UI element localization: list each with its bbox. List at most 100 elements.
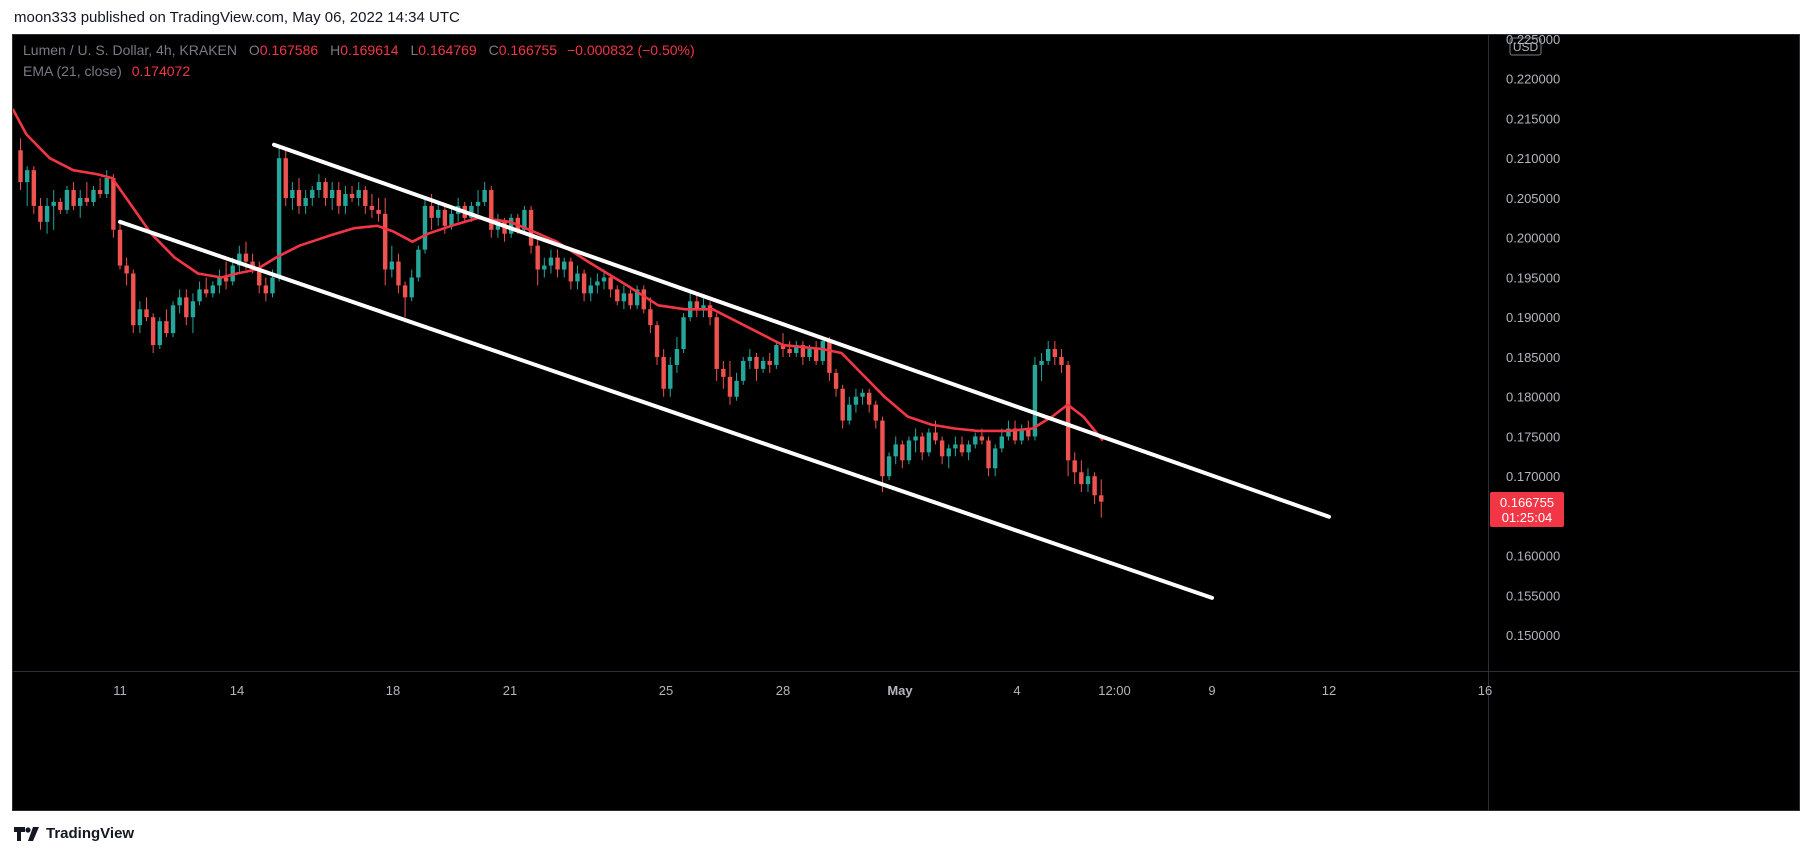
candle-body xyxy=(780,345,786,350)
candle xyxy=(767,353,772,373)
candle-body xyxy=(402,285,408,298)
low-label: L xyxy=(410,42,419,58)
candle xyxy=(747,349,753,369)
candle-body xyxy=(78,197,83,206)
last-price-countdown: 01:25:04 xyxy=(1502,510,1553,525)
candle xyxy=(111,174,116,238)
close-value: 0.166755 xyxy=(498,42,558,58)
y-tick-label: 0.210000 xyxy=(1506,151,1560,166)
candle-body xyxy=(210,285,216,294)
candle xyxy=(920,432,925,461)
candle-body xyxy=(1032,364,1038,437)
chart-panel[interactable]: 0.225000 0.220000 0.215000 0.210000 0.205000… xyxy=(12,34,1800,811)
candle xyxy=(893,436,898,465)
candle xyxy=(800,341,806,365)
y-tick-label: 0.195000 xyxy=(1506,270,1560,285)
candle xyxy=(144,297,149,322)
footer-brand[interactable]: TradingView xyxy=(46,825,135,842)
candle xyxy=(329,182,335,210)
candle-body xyxy=(290,190,295,198)
candle xyxy=(668,356,673,397)
candle-body xyxy=(1072,460,1077,473)
candle xyxy=(376,197,381,222)
candle-body xyxy=(774,345,779,365)
candle xyxy=(1019,424,1024,445)
candle-body xyxy=(615,289,620,302)
candle xyxy=(760,356,766,373)
candle-body xyxy=(343,194,348,206)
candle-body xyxy=(270,277,275,294)
candle xyxy=(356,182,361,206)
x-tick-label: 14 xyxy=(230,683,244,698)
candle-body xyxy=(721,368,726,377)
candle-body xyxy=(621,293,627,302)
candle-body xyxy=(833,372,839,389)
candle-body xyxy=(310,190,315,198)
candle xyxy=(190,293,196,334)
y-tick-label: 0.205000 xyxy=(1506,191,1560,206)
candle xyxy=(608,273,613,298)
candle-body xyxy=(946,448,951,457)
candle-body xyxy=(973,436,978,445)
candle-body xyxy=(522,209,527,230)
candle xyxy=(489,186,494,238)
channel-upper-line xyxy=(272,142,1331,519)
candle xyxy=(966,440,971,461)
candle-body xyxy=(303,197,308,206)
candle xyxy=(323,178,328,206)
candle-body xyxy=(827,341,832,373)
symbol-label[interactable]: Lumen / U. S. Dollar, 4h, KRAKEN xyxy=(23,42,237,58)
candle-body xyxy=(137,309,143,326)
candle-body xyxy=(880,420,885,477)
candle-body xyxy=(654,325,660,357)
candle xyxy=(926,428,932,457)
candle-body xyxy=(595,281,600,286)
candle xyxy=(641,285,646,314)
high-value: 0.169614 xyxy=(340,42,399,58)
candle-body xyxy=(1059,356,1064,365)
change-value: −0.000832 (−0.50%) xyxy=(567,42,695,58)
candle-body xyxy=(608,277,613,290)
candle xyxy=(422,197,428,254)
candle xyxy=(853,388,859,413)
candle-body xyxy=(369,205,375,210)
candle xyxy=(535,237,540,286)
candle xyxy=(38,197,43,230)
candle-body xyxy=(528,209,534,246)
candle xyxy=(681,313,686,353)
candle-body xyxy=(800,345,806,357)
candle-body xyxy=(794,345,799,353)
candle-body xyxy=(329,190,335,198)
candle xyxy=(833,368,839,397)
candle-body xyxy=(992,448,998,469)
candle xyxy=(283,150,288,206)
candle-body xyxy=(283,158,288,198)
candle-body xyxy=(157,321,162,346)
candle xyxy=(581,269,587,302)
plot-area xyxy=(13,108,1331,600)
candle xyxy=(1092,472,1097,505)
y-tick-label: 0.155000 xyxy=(1506,588,1560,603)
ema-label[interactable]: EMA (21, close) xyxy=(23,63,122,79)
candle xyxy=(873,400,879,429)
candle-body xyxy=(588,285,593,294)
candle-body xyxy=(886,456,892,477)
candle xyxy=(741,356,746,385)
candle-body xyxy=(860,392,865,397)
candle xyxy=(1099,479,1104,518)
last-price-value: 0.166755 xyxy=(1500,495,1554,510)
candle xyxy=(383,197,388,286)
candle-body xyxy=(648,309,653,326)
candle-body xyxy=(276,158,282,278)
price-chart[interactable]: 0.225000 0.220000 0.215000 0.210000 0.205000… xyxy=(13,35,1799,810)
candle xyxy=(237,245,242,274)
y-tick-label: 0.225000 xyxy=(1506,35,1560,47)
candle-body xyxy=(853,396,859,405)
candle-body xyxy=(953,444,958,449)
candle-body xyxy=(1046,349,1051,361)
candle-body xyxy=(18,150,23,183)
candle-body xyxy=(767,360,772,365)
candle-body xyxy=(97,190,103,194)
candle xyxy=(973,432,978,449)
candle xyxy=(71,182,76,210)
